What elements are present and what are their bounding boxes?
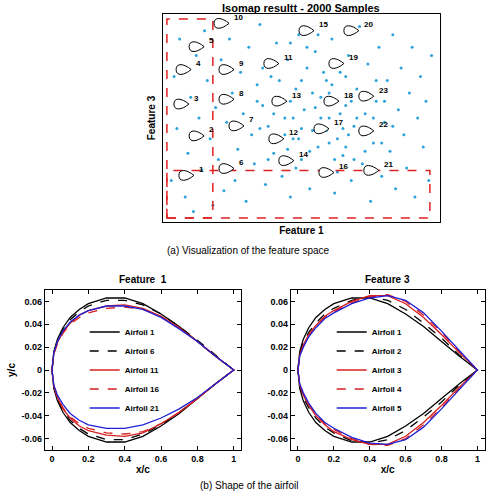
svg-text:x/c: x/c [381,464,395,475]
svg-text:y/c: y/c [6,363,17,377]
svg-text:18: 18 [344,91,353,100]
svg-text:0.2: 0.2 [328,454,341,464]
svg-text:0.02: 0.02 [270,342,288,352]
svg-text:6: 6 [239,158,244,167]
svg-text:22: 22 [379,120,388,129]
svg-text:13: 13 [292,91,301,100]
svg-text:Airfoil 16: Airfoil 16 [125,385,160,394]
svg-text:20: 20 [364,20,373,29]
svg-text:0: 0 [283,365,288,375]
svg-text:Airfoil 1: Airfoil 1 [125,328,155,337]
svg-text:19: 19 [349,53,358,62]
svg-text:Airfoil 4: Airfoil 4 [372,385,402,394]
svg-text:21: 21 [384,160,393,169]
svg-text:-0.06: -0.06 [21,434,42,444]
svg-text:0.8: 0.8 [435,454,448,464]
svg-text:Feature 1: Feature 1 [279,225,324,236]
svg-text:Airfoil 21: Airfoil 21 [125,404,160,413]
svg-text:Airfoil 11: Airfoil 11 [125,366,159,375]
svg-text:16: 16 [339,162,348,171]
svg-text:10: 10 [234,13,243,22]
svg-text:23: 23 [379,86,388,95]
svg-text:0.04: 0.04 [270,319,288,329]
svg-text:5: 5 [209,36,214,45]
svg-text:9: 9 [239,59,244,68]
svg-text:0.6: 0.6 [399,454,412,464]
svg-text:Feature 1: Feature 1 [119,274,167,285]
svg-text:0.06: 0.06 [270,297,288,307]
svg-text:-0.04: -0.04 [21,411,42,421]
svg-text:-0.04: -0.04 [267,411,288,421]
svg-text:(a) Visualization of the featu: (a) Visualization of the feature space [167,245,330,256]
svg-text:0: 0 [37,365,42,375]
svg-text:Feature 3: Feature 3 [146,95,157,140]
svg-text:12: 12 [289,128,298,137]
svg-text:Airfoil 3: Airfoil 3 [372,366,402,375]
svg-text:4: 4 [196,59,201,68]
svg-text:1: 1 [199,165,204,174]
svg-text:Airfoil 2: Airfoil 2 [372,347,402,356]
svg-text:0.4: 0.4 [363,454,376,464]
svg-text:0.4: 0.4 [118,454,131,464]
svg-text:0.8: 0.8 [191,454,204,464]
svg-text:0.06: 0.06 [24,297,42,307]
svg-text:2: 2 [209,125,214,134]
svg-text:0.02: 0.02 [24,342,42,352]
svg-text:1: 1 [231,454,236,464]
svg-text:Airfoil 1: Airfoil 1 [372,328,402,337]
svg-text:-0.02: -0.02 [21,388,42,398]
svg-text:0.2: 0.2 [82,454,95,464]
svg-text:0: 0 [49,454,54,464]
svg-text:0: 0 [295,454,300,464]
svg-text:3: 3 [194,94,199,103]
svg-text:Airfoil 5: Airfoil 5 [372,404,402,413]
svg-text:0.04: 0.04 [24,319,42,329]
svg-text:1: 1 [475,454,480,464]
svg-text:-0.06: -0.06 [267,434,288,444]
svg-text:0.6: 0.6 [155,454,168,464]
svg-text:11: 11 [284,53,293,62]
svg-text:(b) Shape of the airfoil: (b) Shape of the airfoil [200,480,298,491]
svg-text:14: 14 [299,150,308,159]
svg-text:Feature 3: Feature 3 [365,274,410,285]
svg-text:x/c: x/c [136,464,150,475]
svg-text:Isomap resultt - 2000 Samples: Isomap resultt - 2000 Samples [222,2,380,14]
svg-text:-0.02: -0.02 [267,388,288,398]
svg-text:15: 15 [319,20,328,29]
svg-text:8: 8 [239,89,244,98]
svg-text:7: 7 [249,115,254,124]
svg-text:Airfoil 6: Airfoil 6 [125,347,155,356]
svg-text:17: 17 [334,118,343,127]
